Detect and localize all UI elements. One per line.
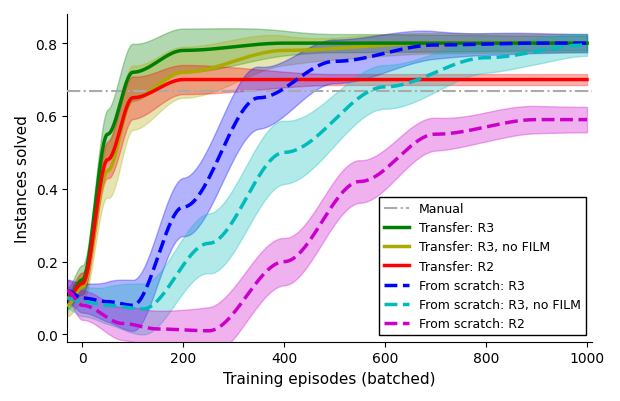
X-axis label: Training episodes (batched): Training episodes (batched) [223, 371, 436, 386]
From scratch: R3, no FILM: (237, 0.245): R3, no FILM: (237, 0.245) [198, 243, 205, 248]
From scratch: R2: (1e+03, 0.59): R2: (1e+03, 0.59) [583, 118, 591, 123]
Legend: Manual, Transfer: R3, Transfer: R3, no FILM, Transfer: R2, From scratch: R3, Fro: Manual, Transfer: R3, Transfer: R3, no F… [379, 197, 586, 336]
From scratch: R3: (1e+03, 0.8): R3: (1e+03, 0.8) [583, 42, 591, 47]
From scratch: R3, no FILM: (120, 0.07): R3, no FILM: (120, 0.07) [139, 307, 146, 312]
Transfer: R3: (747, 0.8): R3: (747, 0.8) [456, 42, 463, 47]
Line: From scratch: R2: From scratch: R2 [68, 120, 587, 331]
From scratch: R2: (438, 0.235): R2: (438, 0.235) [299, 247, 307, 252]
Transfer: R3: (402, 0.8): R3: (402, 0.8) [281, 42, 289, 47]
From scratch: R3: (-30, 0.12): R3: (-30, 0.12) [64, 289, 71, 294]
Manual [79, 89, 86, 94]
Line: Transfer: R3, no FILM: Transfer: R3, no FILM [68, 44, 587, 306]
From scratch: R3: (237, 0.395): R3: (237, 0.395) [198, 189, 205, 194]
Transfer: R3: (660, 0.8): R3: (660, 0.8) [412, 42, 419, 47]
Manual [79, 89, 87, 94]
Transfer: R2: (1e+03, 0.7): R2: (1e+03, 0.7) [583, 78, 591, 83]
Line: From scratch: R3, no FILM: From scratch: R3, no FILM [68, 46, 587, 309]
Transfer: R3: (152, 0.752): R3: (152, 0.752) [156, 59, 163, 64]
Transfer: R3: (579, 0.8): R3: (579, 0.8) [371, 42, 378, 47]
Transfer: R3, no FILM: (577, 0.793): R3, no FILM: (577, 0.793) [370, 44, 378, 49]
From scratch: R3: (579, 0.765): R3: (579, 0.765) [371, 54, 378, 59]
Transfer: R3, no FILM: (747, 0.8): R3, no FILM: (747, 0.8) [456, 42, 463, 47]
From scratch: R3: (154, 0.231): R3: (154, 0.231) [156, 248, 164, 253]
Transfer: R3: (438, 0.8): R3: (438, 0.8) [299, 42, 307, 47]
Transfer: R2: (-30, 0.1): R2: (-30, 0.1) [64, 296, 71, 301]
Transfer: R3: (-30, 0.1): R3: (-30, 0.1) [64, 296, 71, 301]
Transfer: R2: (660, 0.7): R2: (660, 0.7) [412, 78, 419, 83]
From scratch: R3: (99, 0.08): R3: (99, 0.08) [128, 303, 136, 308]
Transfer: R3: (1e+03, 0.8): R3: (1e+03, 0.8) [583, 42, 591, 47]
Transfer: R2: (747, 0.7): R2: (747, 0.7) [456, 78, 463, 83]
Transfer: R3, no FILM: (-30, 0.08): R3, no FILM: (-30, 0.08) [64, 303, 71, 308]
Transfer: R2: (152, 0.677): R2: (152, 0.677) [156, 86, 163, 91]
From scratch: R3: (747, 0.796): R3: (747, 0.796) [456, 43, 463, 48]
Transfer: R3, no FILM: (701, 0.8): R3, no FILM: (701, 0.8) [432, 42, 440, 47]
From scratch: R2: (579, 0.432): R2: (579, 0.432) [371, 175, 378, 180]
From scratch: R3, no FILM: (660, 0.697): R3, no FILM: (660, 0.697) [412, 79, 419, 84]
Y-axis label: Instances solved: Instances solved [15, 115, 30, 242]
From scratch: R2: (250, 0.01): R2: (250, 0.01) [205, 328, 213, 333]
From scratch: R3: (438, 0.713): R3: (438, 0.713) [299, 73, 307, 78]
From scratch: R3, no FILM: (747, 0.746): R3, no FILM: (747, 0.746) [456, 61, 463, 66]
From scratch: R3, no FILM: (579, 0.674): R3, no FILM: (579, 0.674) [371, 87, 378, 92]
Transfer: R2: (438, 0.7): R2: (438, 0.7) [299, 78, 307, 83]
Transfer: R3, no FILM: (1e+03, 0.8): R3, no FILM: (1e+03, 0.8) [583, 42, 591, 47]
Transfer: R2: (200, 0.7): R2: (200, 0.7) [180, 78, 187, 83]
Transfer: R3, no FILM: (436, 0.781): R3, no FILM: (436, 0.781) [299, 49, 306, 53]
Line: From scratch: R3: From scratch: R3 [68, 44, 587, 306]
Line: Transfer: R3: Transfer: R3 [68, 44, 587, 298]
From scratch: R3, no FILM: (-30, 0.1): R3, no FILM: (-30, 0.1) [64, 296, 71, 301]
Transfer: R2: (237, 0.7): R2: (237, 0.7) [198, 78, 205, 83]
Transfer: R3: (235, 0.782): R3: (235, 0.782) [197, 48, 205, 53]
From scratch: R2: (747, 0.556): R2: (747, 0.556) [456, 130, 463, 135]
From scratch: R2: (152, 0.015): R2: (152, 0.015) [156, 327, 163, 332]
From scratch: R2: (900, 0.59): R2: (900, 0.59) [533, 118, 541, 123]
Transfer: R3, no FILM: (658, 0.799): R3, no FILM: (658, 0.799) [410, 42, 418, 47]
From scratch: R2: (235, 0.0103): R2: (235, 0.0103) [197, 328, 205, 333]
Transfer: R3, no FILM: (235, 0.725): R3, no FILM: (235, 0.725) [197, 69, 205, 74]
From scratch: R3: (900, 0.8): R3: (900, 0.8) [533, 42, 541, 47]
From scratch: R3: (660, 0.79): R3: (660, 0.79) [412, 45, 419, 50]
Transfer: R3, no FILM: (152, 0.687): R3, no FILM: (152, 0.687) [156, 83, 163, 87]
From scratch: R3, no FILM: (154, 0.1): R3, no FILM: (154, 0.1) [156, 296, 164, 300]
From scratch: R2: (660, 0.527): R2: (660, 0.527) [412, 141, 419, 146]
Line: Transfer: R2: Transfer: R2 [68, 80, 587, 298]
From scratch: R3, no FILM: (438, 0.517): R3, no FILM: (438, 0.517) [299, 144, 307, 149]
From scratch: R2: (-30, 0.12): R2: (-30, 0.12) [64, 289, 71, 294]
Transfer: R2: (579, 0.7): R2: (579, 0.7) [371, 78, 378, 83]
From scratch: R3, no FILM: (1e+03, 0.795): R3, no FILM: (1e+03, 0.795) [583, 43, 591, 48]
